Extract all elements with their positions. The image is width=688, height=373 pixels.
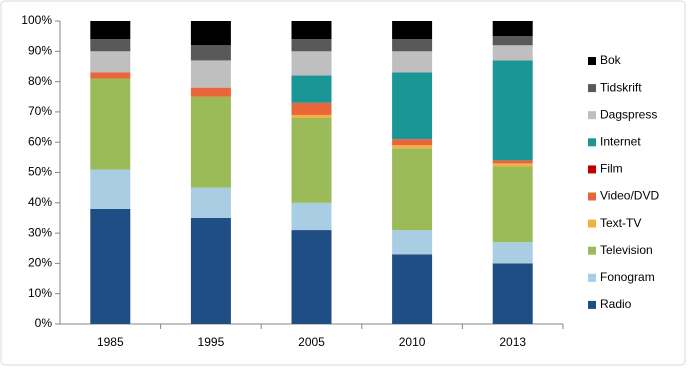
bar-segment [291, 114, 332, 118]
legend-swatch [588, 165, 596, 174]
legend-swatch [588, 246, 596, 255]
bar-segment [392, 254, 433, 324]
legend-label: Bok [600, 53, 622, 67]
bar-segment [492, 60, 533, 161]
legend-label: Video/DVD [600, 189, 659, 203]
legend-label: Film [600, 162, 623, 176]
y-tick-label: 30% [28, 225, 52, 239]
bar-segment [492, 163, 533, 167]
bar-segment [190, 21, 231, 46]
bar-segment [190, 60, 231, 88]
y-tick-label: 40% [28, 195, 52, 209]
x-tick-label: 2005 [298, 335, 325, 349]
bar-segment [392, 148, 433, 231]
bar-segment [90, 78, 131, 170]
bar-segment [190, 96, 231, 188]
bar-segment [90, 21, 131, 40]
bar-segment [392, 72, 433, 140]
x-tick-label: 2010 [399, 335, 426, 349]
bar-segment [190, 87, 231, 97]
legend-swatch [588, 57, 596, 65]
y-tick-label: 100% [21, 13, 52, 27]
legend-label: Television [600, 243, 653, 257]
bar-segment [90, 39, 131, 52]
bar-segment [190, 187, 231, 218]
legend-label: Fonogram [600, 270, 655, 284]
bar-segment [190, 45, 231, 61]
legend-label: Text-TV [600, 216, 641, 230]
bar-segment [190, 217, 231, 324]
bar-segment [392, 139, 433, 146]
y-tick-label: 70% [28, 104, 52, 118]
bar-segment [492, 160, 533, 164]
legend-label: Radio [600, 297, 632, 311]
bar-segment [291, 102, 332, 115]
bar-segment [291, 117, 332, 203]
bar-segment [392, 230, 433, 255]
bar-segment [90, 51, 131, 73]
bar-segment [392, 39, 433, 52]
bar-segment [90, 72, 131, 79]
y-tick-label: 0% [35, 316, 53, 330]
x-tick-label: 1995 [198, 335, 225, 349]
bar-segment [90, 169, 131, 209]
legend-swatch [588, 219, 596, 228]
bar-segment [291, 75, 332, 103]
bar-segment [392, 145, 433, 149]
y-tick-label: 50% [28, 165, 52, 179]
y-tick-label: 60% [28, 134, 52, 148]
legend-label: Internet [600, 134, 641, 148]
bar-segment [492, 45, 533, 61]
legend-swatch [588, 138, 596, 147]
y-tick-label: 10% [28, 286, 52, 300]
legend-swatch [588, 84, 596, 93]
bar-segment [291, 51, 332, 76]
bar-segment [291, 230, 332, 324]
legend-swatch [588, 273, 596, 282]
bar-segment [492, 21, 533, 37]
legend-swatch [588, 192, 596, 201]
y-tick-label: 90% [28, 43, 52, 57]
bar-segment [90, 208, 131, 324]
bar-segment [492, 36, 533, 46]
bar-segment [291, 39, 332, 52]
bar-segment [291, 21, 332, 40]
legend-label: Tidskrift [600, 80, 642, 94]
bar-segment [492, 263, 533, 324]
legend-label: Dagspress [600, 107, 657, 121]
y-tick-label: 20% [28, 256, 52, 270]
bar-segment [392, 21, 433, 40]
legend-swatch [588, 111, 596, 120]
x-tick-label: 2013 [499, 335, 526, 349]
bar-segment [291, 202, 332, 231]
bar-segment [492, 166, 533, 243]
y-tick-label: 80% [28, 74, 52, 88]
legend-swatch [588, 300, 596, 309]
bar-segment [392, 51, 433, 73]
x-tick-label: 1985 [97, 335, 124, 349]
bar-segment [492, 242, 533, 264]
